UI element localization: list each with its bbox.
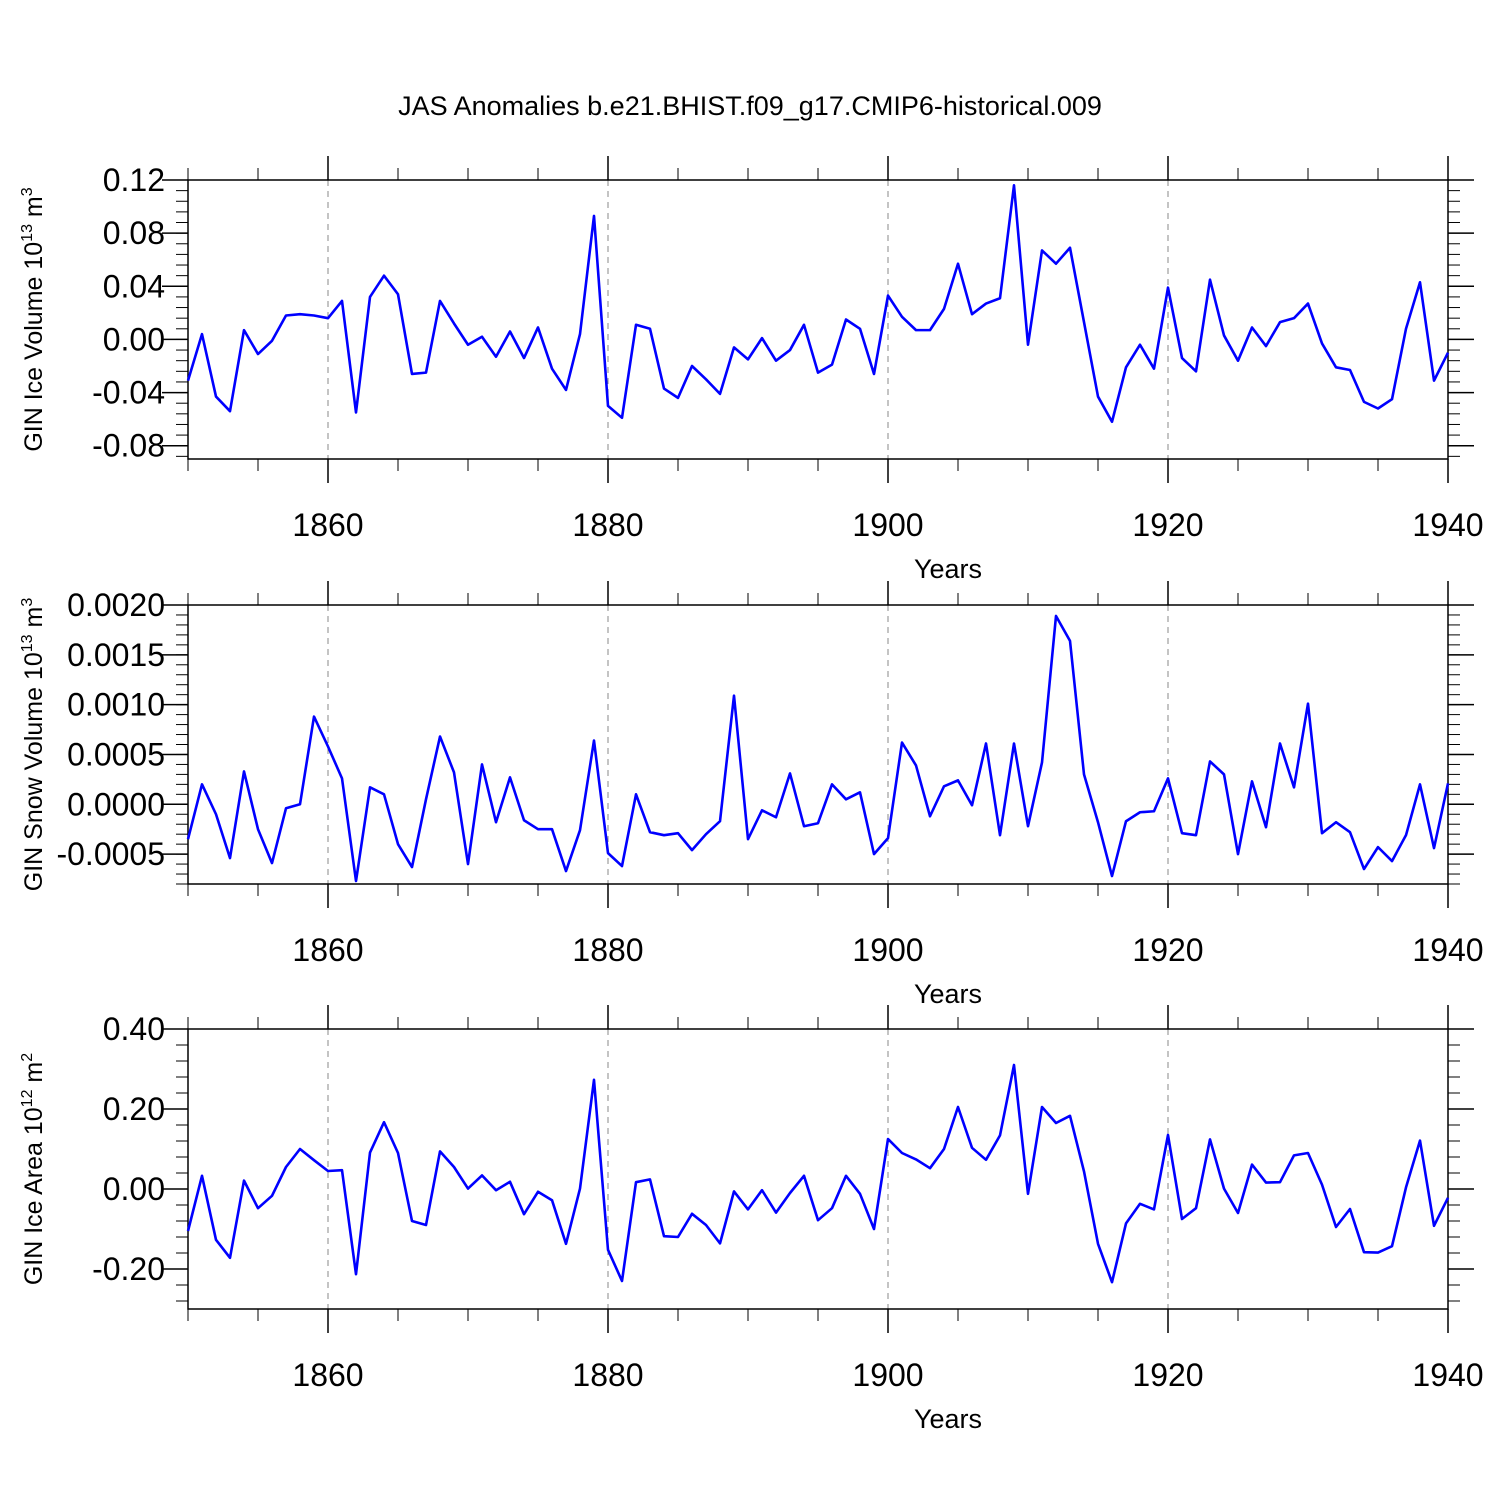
y-tick-label-0.08: 0.08 (103, 215, 165, 251)
y-tick-label-0.20: 0.20 (103, 1091, 165, 1127)
plot-frame (187, 604, 1449, 885)
y-tick-label-0.40: 0.40 (103, 1011, 165, 1047)
y-tick-label-0.0000: 0.0000 (67, 786, 165, 822)
x-tick-label-1860: 1860 (292, 507, 363, 543)
y-tick-label-0.0005: 0.0005 (67, 736, 165, 772)
y-axis-title: GIN Snow Volume 1013 m3 (19, 598, 48, 892)
x-tick-label-1880: 1880 (572, 1357, 643, 1393)
y-axis-title: GIN Ice Volume 1013 m3 (19, 187, 48, 451)
x-tick-label-1880: 1880 (572, 507, 643, 543)
y-tick-label--0.20: -0.20 (92, 1251, 165, 1287)
y-tick-label-0.00: 0.00 (103, 1171, 165, 1207)
y-tick-label--0.0005: -0.0005 (56, 836, 165, 872)
x-tick-label-1900: 1900 (852, 1357, 923, 1393)
x-tick-label-1880: 1880 (572, 932, 643, 968)
y-tick-label-0.0010: 0.0010 (67, 687, 165, 723)
x-tick-label-1920: 1920 (1132, 1357, 1203, 1393)
x-axis-title: Years (914, 1404, 982, 1434)
plot-frame (187, 179, 1449, 460)
y-axis-title: GIN Ice Area 1012 m2 (19, 1053, 48, 1285)
x-tick-label-1940: 1940 (1412, 507, 1483, 543)
y-tick-label-0.0015: 0.0015 (67, 637, 165, 673)
panel-3: 1860 1880 1900 1920 1940 Years -0.20 0.00 0.20 0.… (19, 1005, 1484, 1434)
x-axis-title: Years (914, 979, 982, 1009)
x-tick-label-1920: 1920 (1132, 932, 1203, 968)
x-tick-label-1940: 1940 (1412, 1357, 1483, 1393)
panels: 1860 1880 1900 1920 1940Years-0.08-0.040.000… (19, 156, 1484, 1434)
x-axis-title: Years (914, 554, 982, 584)
x-tick-label-1920: 1920 (1132, 507, 1203, 543)
y-tick-label-0.12: 0.12 (103, 162, 165, 198)
series-line (186, 1063, 1450, 1284)
x-tick-label-1860: 1860 (292, 1357, 363, 1393)
y-tick-label-0.04: 0.04 (103, 268, 165, 304)
x-tick-label-1860: 1860 (292, 932, 363, 968)
x-tick-label-1900: 1900 (852, 507, 923, 543)
y-tick-label--0.04: -0.04 (92, 375, 165, 411)
x-tick-label-1940: 1940 (1412, 932, 1483, 968)
plot-frame (187, 1028, 1449, 1310)
y-tick-label--0.08: -0.08 (92, 428, 165, 464)
x-tick-label-1900: 1900 (852, 932, 923, 968)
series-line (186, 614, 1450, 883)
panel-1: 1860 1880 1900 1920 1940 Years -0.08 -0.04 0.00 0… (19, 156, 1484, 584)
panel-2: 1860 1880 1900 1920 1940 Years -0.0005 0.0000 0.… (19, 581, 1484, 1009)
series-line (186, 184, 1450, 424)
y-tick-label-0.0020: 0.0020 (67, 587, 165, 623)
y-tick-label-0.00: 0.00 (103, 321, 165, 357)
figure-title: JAS Anomalies b.e21.BHIST.f09_g17.CMIP6-… (398, 91, 1102, 121)
